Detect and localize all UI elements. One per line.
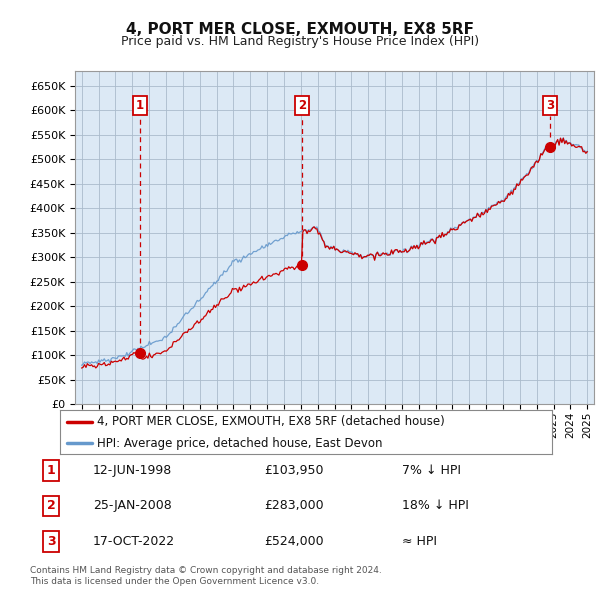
- Text: 18% ↓ HPI: 18% ↓ HPI: [402, 499, 469, 513]
- Text: 12-JUN-1998: 12-JUN-1998: [93, 464, 172, 477]
- Text: This data is licensed under the Open Government Licence v3.0.: This data is licensed under the Open Gov…: [30, 577, 319, 586]
- Text: £283,000: £283,000: [264, 499, 323, 513]
- Text: 17-OCT-2022: 17-OCT-2022: [93, 535, 175, 548]
- Text: 3: 3: [546, 99, 554, 112]
- Text: 1: 1: [136, 99, 144, 112]
- Text: 4, PORT MER CLOSE, EXMOUTH, EX8 5RF: 4, PORT MER CLOSE, EXMOUTH, EX8 5RF: [126, 22, 474, 37]
- Text: £103,950: £103,950: [264, 464, 323, 477]
- Text: HPI: Average price, detached house, East Devon: HPI: Average price, detached house, East…: [97, 437, 382, 450]
- Text: Contains HM Land Registry data © Crown copyright and database right 2024.: Contains HM Land Registry data © Crown c…: [30, 566, 382, 575]
- Text: 25-JAN-2008: 25-JAN-2008: [93, 499, 172, 513]
- Text: 1: 1: [47, 464, 55, 477]
- Text: 7% ↓ HPI: 7% ↓ HPI: [402, 464, 461, 477]
- Text: £524,000: £524,000: [264, 535, 323, 548]
- Text: ≈ HPI: ≈ HPI: [402, 535, 437, 548]
- Text: Price paid vs. HM Land Registry's House Price Index (HPI): Price paid vs. HM Land Registry's House …: [121, 35, 479, 48]
- Text: 2: 2: [47, 499, 55, 513]
- Text: 2: 2: [298, 99, 306, 112]
- Text: 3: 3: [47, 535, 55, 548]
- Text: 4, PORT MER CLOSE, EXMOUTH, EX8 5RF (detached house): 4, PORT MER CLOSE, EXMOUTH, EX8 5RF (det…: [97, 415, 445, 428]
